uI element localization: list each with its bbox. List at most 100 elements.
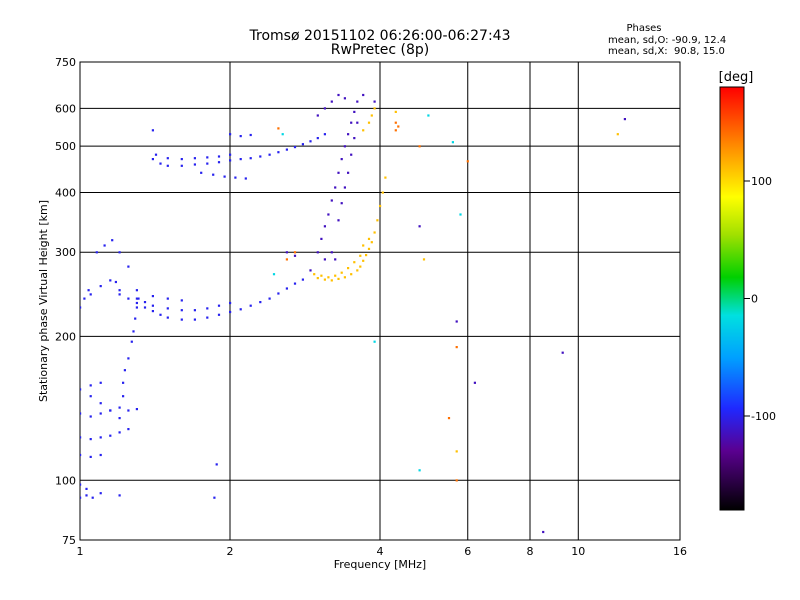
data-point [200, 171, 203, 174]
y-tick-label: 300 [55, 246, 76, 259]
data-point [293, 251, 297, 254]
data-point [135, 306, 138, 309]
data-point [362, 129, 365, 132]
data-point [217, 304, 221, 307]
data-point [323, 225, 326, 228]
y-tick-label: 400 [55, 186, 76, 199]
data-point [379, 204, 382, 208]
data-point [99, 402, 102, 405]
data-point [166, 307, 169, 310]
data-point [337, 171, 340, 174]
data-point [347, 133, 350, 136]
data-point [249, 133, 252, 137]
data-point [367, 247, 371, 250]
data-point [365, 254, 368, 257]
data-point [455, 450, 458, 453]
data-point [89, 438, 92, 441]
data-point [323, 278, 326, 281]
data-point [301, 278, 304, 281]
data-point [277, 151, 280, 154]
data-point [259, 155, 262, 158]
data-point [316, 251, 319, 254]
data-point [455, 479, 458, 482]
phases-legend: Phases mean, sd,O: -90.9, 12.4 mean, sd,… [608, 23, 726, 57]
y-tick-label: 100 [55, 474, 76, 487]
x-tick-label: 2 [227, 545, 234, 558]
data-point [259, 301, 262, 304]
data-point [376, 219, 379, 222]
data-point [350, 273, 353, 276]
data-point [359, 254, 362, 257]
data-point [239, 158, 242, 161]
data-point [89, 455, 92, 458]
data-point [347, 171, 350, 174]
x-axis-ticks: 1 2 4 6 8 10 16 [77, 545, 688, 558]
data-point [340, 202, 343, 205]
data-point [89, 415, 92, 418]
data-point [447, 417, 451, 420]
data-point [268, 153, 271, 156]
data-point [137, 297, 140, 300]
data-point [356, 269, 359, 272]
data-point [166, 157, 169, 160]
data-point [356, 121, 359, 124]
data-point [85, 487, 88, 490]
data-point [118, 293, 121, 296]
data-point [350, 121, 353, 124]
data-point [320, 237, 323, 240]
y-tick-label: 75 [62, 534, 76, 547]
data-point [239, 135, 242, 138]
x-tick-label: 8 [527, 545, 534, 558]
data-point [127, 428, 130, 431]
data-point [542, 530, 545, 534]
colorbar-tick-label: 100 [751, 175, 772, 188]
data-point [180, 309, 183, 312]
data-point [359, 265, 362, 268]
data-point [151, 310, 154, 313]
data-point [132, 330, 135, 333]
data-point [249, 157, 252, 160]
data-point [180, 299, 183, 302]
data-point [343, 186, 346, 189]
y-tick-label: 200 [55, 330, 76, 343]
data-point [89, 395, 92, 398]
data-point [213, 496, 216, 499]
data-point [123, 369, 126, 372]
data-point [249, 304, 252, 307]
colorbar-tick-label: -100 [751, 410, 776, 423]
data-point [166, 316, 169, 319]
data-point [151, 129, 154, 132]
data-point [109, 409, 112, 412]
chart-title: Tromsø 20151102 06:26:00-06:27:43 [249, 28, 511, 44]
data-point [381, 191, 384, 194]
data-point [285, 258, 288, 261]
data-point [229, 153, 232, 156]
data-point [316, 114, 319, 117]
data-point [370, 241, 373, 244]
data-point [347, 267, 350, 270]
data-point [229, 301, 232, 305]
data-point [323, 258, 326, 261]
data-point [166, 164, 169, 167]
x-tick-label: 16 [673, 545, 687, 558]
data-point [234, 176, 237, 179]
data-point [193, 309, 196, 312]
data-point [343, 145, 346, 148]
data-point [95, 251, 98, 254]
data-point [193, 318, 196, 321]
data-point [316, 137, 319, 140]
data-point [118, 494, 121, 497]
data-point [293, 146, 297, 149]
chart-subtitle: RwPretec (8p) [331, 42, 429, 58]
data-point [373, 340, 376, 343]
data-point [285, 148, 288, 151]
data-point [109, 434, 112, 437]
data-point [373, 231, 376, 234]
data-point [343, 276, 346, 279]
data-point [293, 254, 297, 257]
data-point [239, 308, 242, 311]
phases-legend-line-o: mean, sd,O: -90.9, 12.4 [608, 35, 726, 46]
data-point [327, 213, 330, 216]
data-points [80, 93, 626, 534]
